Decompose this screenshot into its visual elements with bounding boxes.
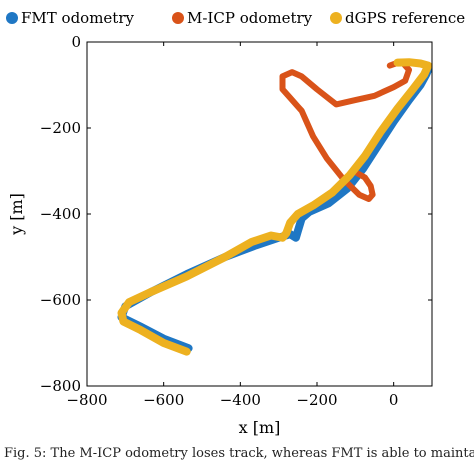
legend-label-dgps-reference: dGPS reference (345, 9, 465, 27)
y-axis-label: y [m] (7, 193, 26, 236)
x-tick-label: 0 (389, 391, 399, 409)
y-tick-label: −200 (40, 119, 81, 137)
y-tick-label: −400 (40, 205, 81, 223)
y-tick-label: 0 (71, 33, 81, 51)
series-line-fmt-odometry (117, 65, 433, 353)
series-line-m-icp-odometry (279, 60, 412, 202)
series-layer (117, 58, 433, 356)
legend-marker-fmt-odometry (6, 12, 18, 24)
x-tick-label: −400 (220, 391, 261, 409)
legend-label-m-icp-odometry: M-ICP odometry (187, 9, 313, 27)
y-tick-label: −600 (40, 291, 81, 309)
x-tick-label: −600 (143, 391, 184, 409)
x-axis-label: x [m] (239, 418, 281, 437)
series-line-dgps-reference (117, 58, 433, 356)
legend-label-fmt-odometry: FMT odometry (21, 9, 135, 27)
legend: FMT odometry M-ICP odometry dGPS reference (6, 9, 465, 27)
legend-marker-dgps-reference (330, 12, 342, 24)
x-tick-label: −200 (296, 391, 337, 409)
x-tick-label: −800 (66, 391, 107, 409)
y-tick-label: −800 (40, 377, 81, 395)
ticks-layer: −800 −600 −400 −200 0 0 −200 −400 −600 −800 (40, 33, 432, 409)
legend-marker-m-icp-odometry (172, 12, 184, 24)
figure-caption: Fig. 5: The M-ICP odometry loses track, … (4, 446, 474, 460)
